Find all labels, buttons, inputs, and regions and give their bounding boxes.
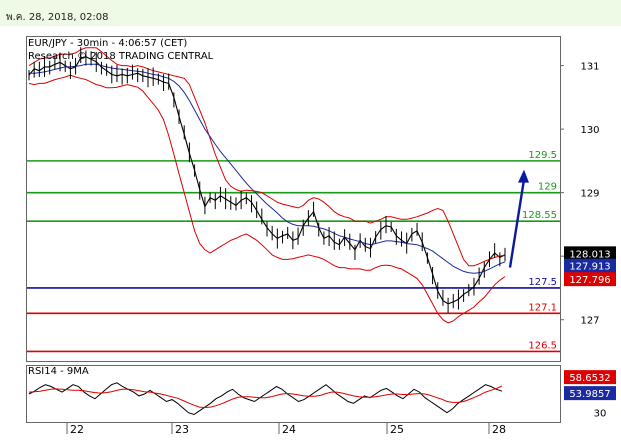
rsi-tag-53.9857: 53.9857 bbox=[569, 389, 610, 400]
x-tick-23: 23 bbox=[175, 423, 189, 436]
price-tag-127.913-bg bbox=[564, 258, 616, 273]
rsi-ma-series bbox=[28, 385, 503, 409]
price-tag-128.013: 128.013 bbox=[569, 249, 610, 260]
rsi-title: RSI14 - 9MA bbox=[28, 366, 89, 377]
target-arrow-head bbox=[518, 169, 529, 183]
rsi-panel-frame bbox=[26, 365, 561, 423]
level-label-129.5: 129.5 bbox=[528, 150, 557, 161]
chart-subtitle: Research © 2018 TRADING CENTRAL bbox=[28, 51, 214, 62]
rsi-tag-58.6532-bg bbox=[564, 370, 616, 385]
rsi-tag-58.6532: 58.6532 bbox=[569, 373, 610, 384]
y-tick-127: 127 bbox=[580, 316, 599, 327]
x-tick-24: 24 bbox=[282, 423, 296, 436]
level-label-126.5: 126.5 bbox=[528, 340, 557, 351]
upper-band-series bbox=[28, 47, 506, 267]
rsi-tag-53.9857-bg bbox=[564, 386, 616, 401]
x-tick-25: 25 bbox=[390, 423, 404, 436]
level-label-129: 129 bbox=[538, 182, 557, 193]
x-tick-28: 28 bbox=[492, 423, 506, 436]
chart-title: EUR/JPY - 30min - 4:06:57 (CET) bbox=[28, 38, 187, 49]
x-tick-22: 22 bbox=[70, 423, 84, 436]
main-panel-frame bbox=[26, 36, 561, 362]
price-tag-127.796: 127.796 bbox=[569, 275, 610, 286]
y-tick-129: 129 bbox=[580, 189, 599, 200]
timestamp-bar: พ.ค. 28, 2018, 02:08 bbox=[0, 0, 621, 26]
level-label-128.55: 128.55 bbox=[522, 210, 557, 221]
price-tag-127.913: 127.913 bbox=[569, 262, 610, 273]
target-arrow-shaft bbox=[508, 179, 526, 268]
level-label-127.1: 127.1 bbox=[528, 302, 557, 313]
price-series bbox=[28, 56, 506, 305]
price-tag-127.796-bg bbox=[564, 272, 616, 287]
rsi-series bbox=[28, 382, 503, 416]
y-tick-131: 131 bbox=[580, 62, 599, 73]
lower-band-series bbox=[28, 74, 506, 324]
level-label-127.5: 127.5 bbox=[528, 277, 557, 288]
rsi-y-tick-30: 30 bbox=[594, 409, 607, 420]
y-tick-130: 130 bbox=[580, 125, 599, 136]
timestamp: พ.ค. 28, 2018, 02:08 bbox=[6, 12, 109, 23]
price-tag-128.013-bg bbox=[564, 246, 616, 261]
moving-average-series bbox=[29, 63, 506, 274]
